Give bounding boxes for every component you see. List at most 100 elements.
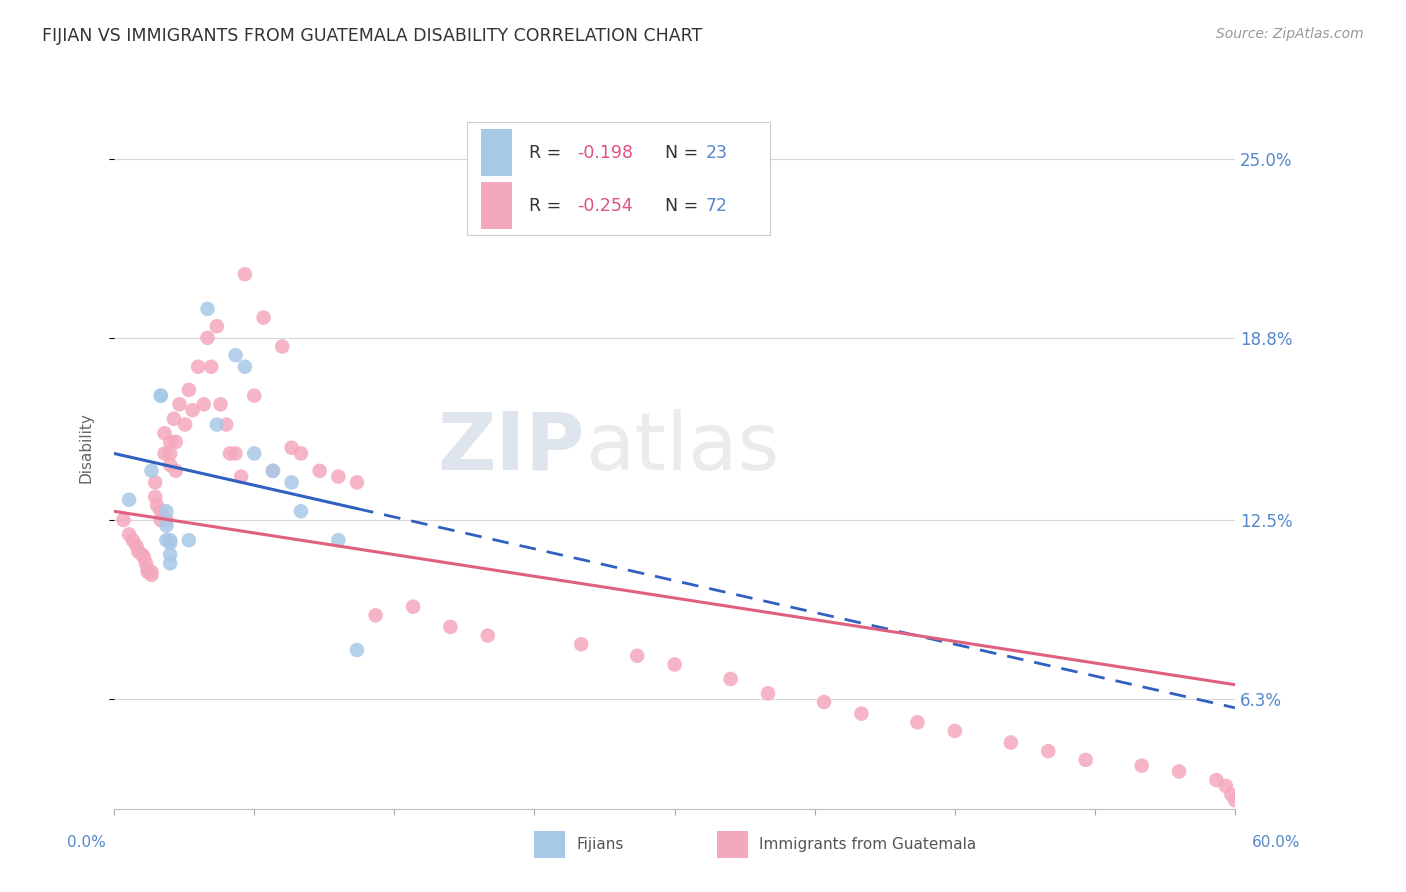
Point <box>149 513 172 527</box>
Point <box>225 348 247 362</box>
Point <box>205 319 228 334</box>
Point <box>262 464 284 478</box>
Point <box>215 417 238 432</box>
Point <box>149 389 172 403</box>
Point <box>664 203 686 218</box>
Point <box>1168 764 1191 779</box>
Point <box>143 475 166 490</box>
Text: -0.198: -0.198 <box>576 144 633 161</box>
Text: 23: 23 <box>706 144 728 161</box>
Point <box>233 359 256 374</box>
Point <box>159 557 181 571</box>
Point <box>155 504 177 518</box>
Point <box>146 499 169 513</box>
Point <box>135 557 157 571</box>
Point <box>169 397 191 411</box>
Point <box>813 695 835 709</box>
Point <box>187 359 209 374</box>
Point <box>346 643 368 657</box>
Point <box>364 608 387 623</box>
Point <box>197 301 219 316</box>
Text: ZIP: ZIP <box>437 409 585 487</box>
Point <box>159 446 181 460</box>
Point <box>308 464 330 478</box>
Point <box>569 637 592 651</box>
Text: atlas: atlas <box>585 409 779 487</box>
Point <box>1000 735 1022 749</box>
Point <box>664 657 686 672</box>
Point <box>1215 779 1237 793</box>
Point <box>402 599 425 614</box>
Point <box>177 533 200 548</box>
Point <box>200 359 222 374</box>
Point <box>112 513 135 527</box>
Point <box>155 513 177 527</box>
Point <box>280 475 302 490</box>
Point <box>1038 744 1060 758</box>
Point <box>131 548 153 562</box>
Y-axis label: Disability: Disability <box>79 412 93 483</box>
Point <box>127 545 149 559</box>
Point <box>943 723 966 738</box>
Point <box>439 620 461 634</box>
Point <box>1130 758 1153 772</box>
Point <box>181 403 204 417</box>
Text: N =: N = <box>654 196 704 215</box>
Point <box>193 397 215 411</box>
Point <box>262 464 284 478</box>
Point <box>155 533 177 548</box>
Point <box>290 446 312 460</box>
Point <box>149 389 172 403</box>
Point <box>756 686 779 700</box>
Text: R =: R = <box>529 196 567 215</box>
Point <box>149 504 172 518</box>
Point <box>141 464 163 478</box>
Text: Immigrants from Guatemala: Immigrants from Guatemala <box>759 838 977 852</box>
Point <box>159 536 181 550</box>
Point <box>118 492 141 507</box>
Point <box>159 548 181 562</box>
Point <box>143 490 166 504</box>
Text: N =: N = <box>654 144 704 161</box>
Point <box>1074 753 1097 767</box>
Point <box>720 672 742 686</box>
FancyBboxPatch shape <box>467 122 770 235</box>
Point <box>851 706 873 721</box>
Point <box>153 426 176 441</box>
Point <box>132 550 155 565</box>
Point <box>125 539 148 553</box>
Text: 0.0%: 0.0% <box>67 836 107 850</box>
Point <box>155 518 177 533</box>
Point <box>233 267 256 281</box>
Point <box>243 446 266 460</box>
Point <box>159 434 181 449</box>
Text: Fijians: Fijians <box>576 838 624 852</box>
Text: -0.254: -0.254 <box>576 196 633 215</box>
Point <box>136 565 159 579</box>
Point <box>205 417 228 432</box>
Point <box>141 565 163 579</box>
Point <box>219 446 242 460</box>
Point <box>1223 793 1246 807</box>
Point <box>1220 788 1243 802</box>
Text: R =: R = <box>529 144 567 161</box>
Point <box>209 397 232 411</box>
FancyBboxPatch shape <box>481 129 512 177</box>
Point <box>177 383 200 397</box>
FancyBboxPatch shape <box>481 182 512 229</box>
Point <box>165 464 187 478</box>
Point <box>252 310 274 325</box>
Point <box>225 446 247 460</box>
Point <box>136 562 159 576</box>
Point <box>626 648 648 663</box>
Point <box>290 504 312 518</box>
Point <box>174 417 197 432</box>
Point <box>346 475 368 490</box>
Text: FIJIAN VS IMMIGRANTS FROM GUATEMALA DISABILITY CORRELATION CHART: FIJIAN VS IMMIGRANTS FROM GUATEMALA DISA… <box>42 27 703 45</box>
Point <box>280 441 302 455</box>
Text: 72: 72 <box>706 196 728 215</box>
Text: Source: ZipAtlas.com: Source: ZipAtlas.com <box>1216 27 1364 41</box>
Point <box>197 331 219 345</box>
Text: 60.0%: 60.0% <box>1253 836 1301 850</box>
Point <box>159 458 181 472</box>
